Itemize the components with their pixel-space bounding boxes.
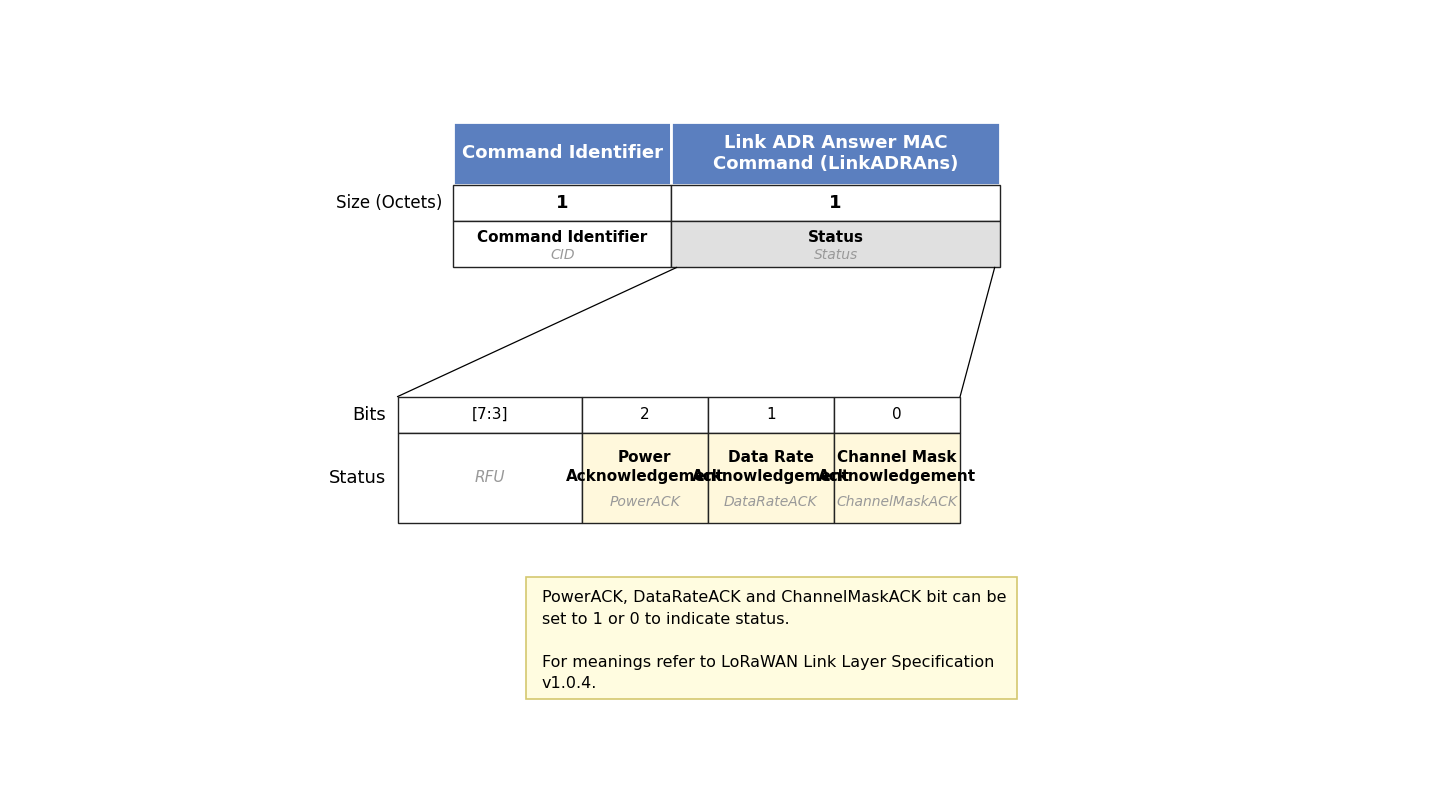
Text: RFU: RFU <box>474 471 505 485</box>
Bar <box>671 185 1001 220</box>
Text: [7:3]: [7:3] <box>471 407 508 422</box>
Bar <box>582 433 708 523</box>
Text: Data Rate: Data Rate <box>729 450 814 465</box>
Bar <box>708 397 834 433</box>
Bar <box>454 220 671 267</box>
Text: Status: Status <box>330 469 386 487</box>
Text: Bits: Bits <box>353 406 386 424</box>
Text: Command Identifier: Command Identifier <box>477 230 648 245</box>
Text: Acknowledgement: Acknowledgement <box>566 469 724 484</box>
Text: Link ADR Answer MAC
Command (LinkADRAns): Link ADR Answer MAC Command (LinkADRAns) <box>713 134 959 173</box>
Bar <box>708 433 834 523</box>
Bar <box>834 397 960 433</box>
Bar <box>671 122 1001 185</box>
Text: DataRateACK: DataRateACK <box>724 496 818 509</box>
Bar <box>582 397 708 433</box>
Text: Status: Status <box>814 248 858 262</box>
Text: 2: 2 <box>639 407 649 422</box>
Bar <box>397 397 582 433</box>
Text: Acknowledgement: Acknowledgement <box>691 469 850 484</box>
Bar <box>671 220 1001 267</box>
Text: Status: Status <box>808 230 864 245</box>
Text: 1: 1 <box>766 407 776 422</box>
Text: Power: Power <box>618 450 671 465</box>
Text: 0: 0 <box>893 407 901 422</box>
Text: 1: 1 <box>556 194 569 211</box>
Bar <box>526 578 1017 699</box>
Text: Command Identifier: Command Identifier <box>462 144 662 162</box>
Text: Channel Mask: Channel Mask <box>837 450 956 465</box>
Text: Size (Octets): Size (Octets) <box>336 194 442 211</box>
Text: PowerACK: PowerACK <box>609 496 680 509</box>
Text: PowerACK, DataRateACK and ChannelMaskACK bit can be
set to 1 or 0 to indicate st: PowerACK, DataRateACK and ChannelMaskACK… <box>541 590 1007 691</box>
Bar <box>397 433 582 523</box>
Text: ChannelMaskACK: ChannelMaskACK <box>837 496 958 509</box>
Bar <box>834 433 960 523</box>
Text: 1: 1 <box>829 194 842 211</box>
Text: CID: CID <box>550 248 575 262</box>
Bar <box>454 185 671 220</box>
Text: Acknowledgement: Acknowledgement <box>818 469 976 484</box>
Bar <box>454 122 671 185</box>
